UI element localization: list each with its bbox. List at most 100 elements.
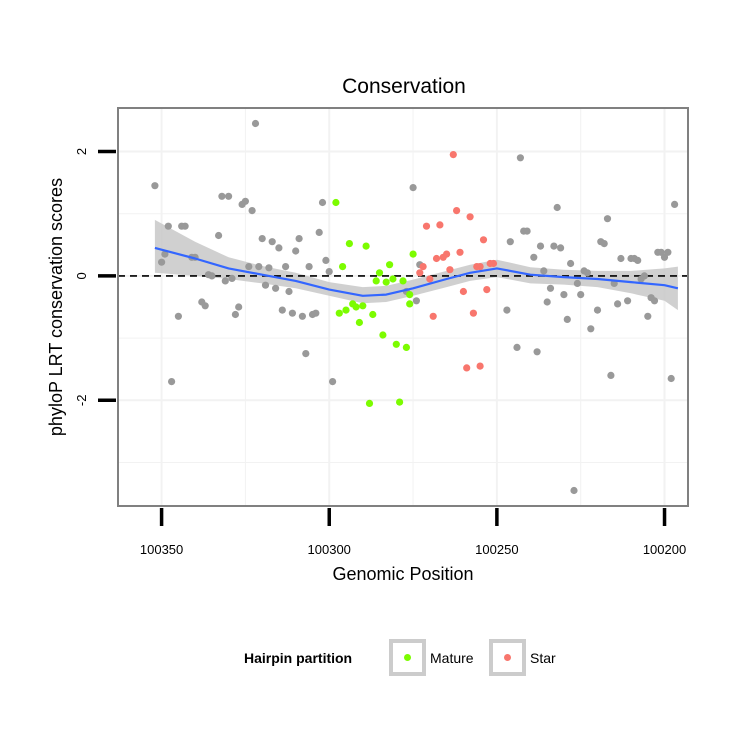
point-other bbox=[288, 309, 296, 317]
point-other bbox=[292, 247, 300, 255]
point-other bbox=[634, 256, 642, 264]
point-mature bbox=[345, 240, 353, 248]
point-mature bbox=[409, 250, 417, 258]
confidence-band-area bbox=[154, 219, 678, 311]
point-star bbox=[449, 151, 457, 159]
point-star bbox=[419, 263, 427, 271]
point-other bbox=[409, 184, 417, 192]
point-other bbox=[593, 306, 602, 314]
point-other bbox=[261, 281, 270, 289]
point-other bbox=[671, 200, 679, 208]
point-other bbox=[583, 269, 592, 277]
point-other bbox=[503, 306, 511, 314]
point-other bbox=[272, 284, 280, 292]
point-mature bbox=[355, 318, 363, 327]
point-mature bbox=[396, 398, 404, 406]
point-mature bbox=[379, 331, 387, 339]
point-other bbox=[617, 254, 625, 263]
point-other bbox=[248, 207, 256, 215]
point-star bbox=[453, 207, 461, 215]
point-other bbox=[607, 371, 615, 379]
point-other bbox=[543, 298, 551, 306]
point-other bbox=[573, 279, 582, 287]
point-other bbox=[278, 306, 286, 314]
point-other bbox=[251, 119, 260, 128]
point-star bbox=[459, 287, 467, 296]
legend-dot-mature bbox=[404, 654, 411, 661]
point-star bbox=[416, 269, 424, 277]
point-other bbox=[245, 263, 253, 271]
plot-panel bbox=[117, 107, 689, 507]
point-other bbox=[164, 222, 172, 230]
point-star bbox=[432, 254, 441, 263]
point-other bbox=[546, 284, 555, 292]
point-mature bbox=[369, 310, 377, 319]
point-other bbox=[587, 325, 595, 333]
y-tick-label: -2 bbox=[74, 395, 89, 407]
point-other bbox=[640, 272, 649, 280]
point-other bbox=[563, 315, 571, 323]
point-other bbox=[322, 256, 330, 264]
point-other bbox=[603, 215, 612, 223]
point-other bbox=[560, 291, 568, 299]
legend-title: Hairpin partition bbox=[244, 650, 352, 666]
y-tick-label: 0 bbox=[74, 272, 89, 279]
point-other bbox=[650, 297, 659, 305]
legend: Hairpin partition Mature Star bbox=[244, 639, 556, 676]
confidence-band bbox=[154, 219, 678, 311]
point-star bbox=[463, 364, 471, 372]
x-tick-label: 100350 bbox=[140, 542, 183, 557]
x-axis-title: Genomic Position bbox=[332, 564, 473, 584]
grid-lines bbox=[118, 108, 688, 506]
point-other bbox=[285, 287, 293, 296]
point-other bbox=[215, 231, 223, 240]
point-star bbox=[436, 221, 444, 229]
point-other bbox=[553, 203, 561, 212]
point-other bbox=[158, 258, 166, 266]
point-mature bbox=[362, 242, 370, 250]
point-other bbox=[218, 192, 226, 200]
point-mature bbox=[406, 291, 414, 299]
point-other bbox=[614, 300, 622, 308]
point-mature bbox=[372, 277, 380, 285]
point-other bbox=[530, 253, 538, 261]
point-other bbox=[201, 302, 209, 310]
point-other bbox=[513, 343, 521, 351]
point-other bbox=[315, 228, 323, 236]
point-star bbox=[476, 362, 484, 370]
x-axis: 100350 100300 100250 100200 bbox=[140, 508, 686, 557]
point-other bbox=[540, 267, 548, 275]
point-mature bbox=[359, 302, 367, 310]
point-star bbox=[483, 286, 491, 294]
point-other bbox=[624, 297, 632, 305]
point-other bbox=[208, 272, 216, 280]
point-star bbox=[476, 263, 484, 271]
point-mature bbox=[406, 300, 414, 308]
panel-border bbox=[117, 107, 689, 507]
point-mature bbox=[399, 277, 407, 285]
point-mature bbox=[375, 269, 384, 277]
point-mature bbox=[339, 263, 347, 271]
point-other bbox=[235, 303, 243, 311]
smooth-line-path bbox=[154, 246, 679, 297]
point-other bbox=[255, 263, 263, 271]
data-points bbox=[151, 119, 679, 495]
point-other bbox=[265, 264, 273, 272]
point-star bbox=[489, 259, 498, 268]
point-mature bbox=[335, 309, 343, 317]
y-axis: 2 0 -2 bbox=[74, 148, 116, 406]
point-mature bbox=[389, 275, 397, 283]
point-mature bbox=[382, 278, 390, 286]
point-other bbox=[577, 291, 585, 299]
legend-label-mature: Mature bbox=[430, 650, 474, 666]
point-star bbox=[446, 266, 454, 274]
point-other bbox=[312, 309, 320, 317]
point-mature bbox=[332, 198, 340, 207]
point-other bbox=[268, 238, 276, 246]
point-other bbox=[302, 350, 310, 358]
point-other bbox=[161, 250, 169, 258]
point-other bbox=[298, 312, 306, 320]
x-tick-label: 100200 bbox=[643, 542, 686, 557]
point-star bbox=[479, 236, 488, 244]
